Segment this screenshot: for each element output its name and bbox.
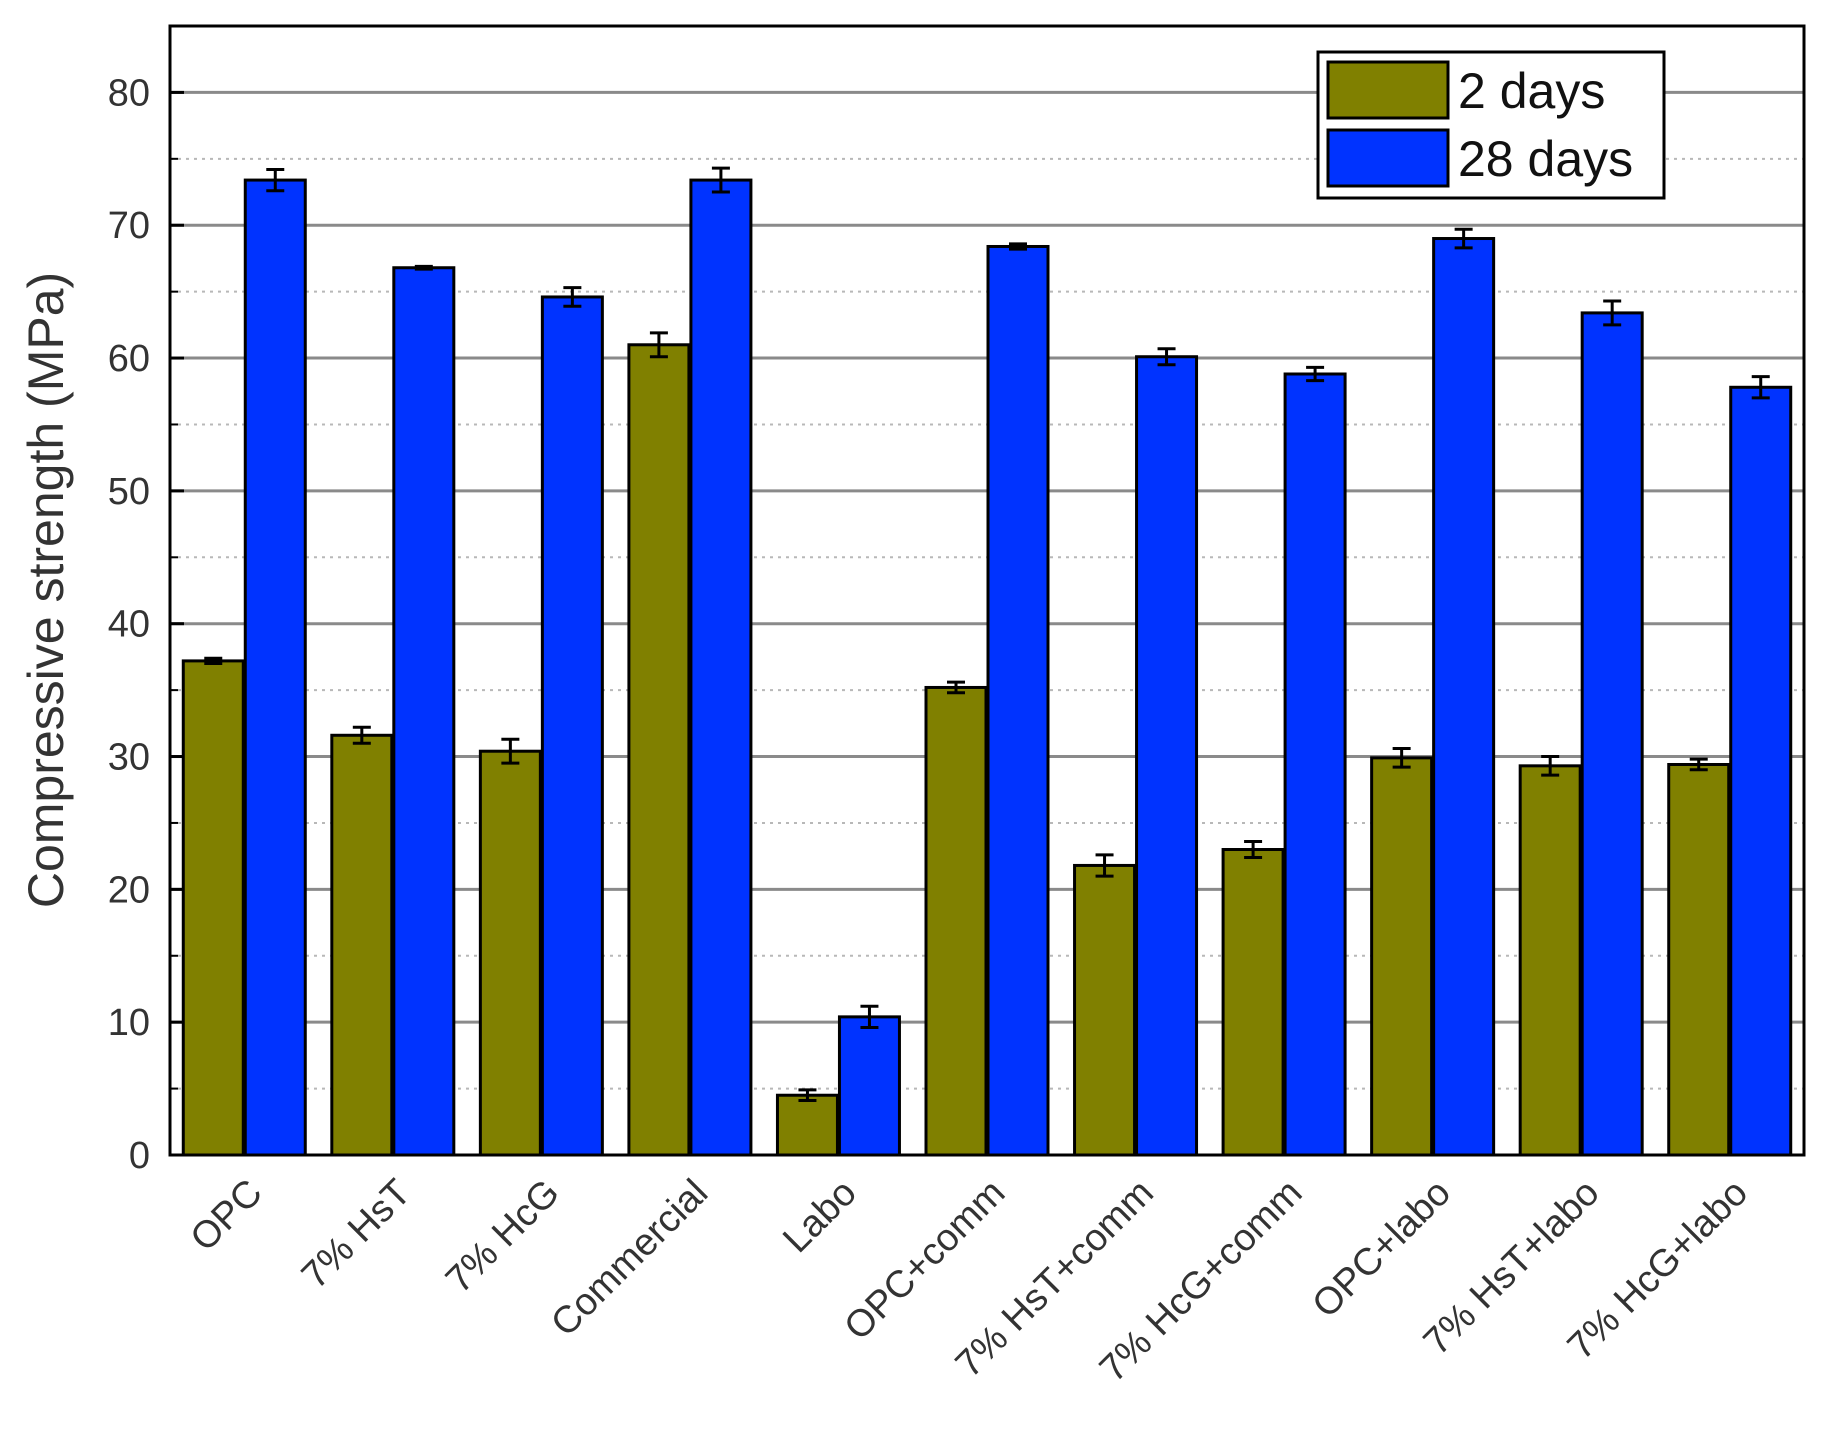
legend-swatch	[1326, 60, 1450, 120]
y-tick-label: 50	[108, 471, 150, 513]
bar-28-days	[986, 244, 1050, 1157]
error-bars	[204, 166, 1770, 1103]
y-tick-label: 10	[108, 1002, 150, 1044]
y-tick-label: 70	[108, 205, 150, 247]
bar-2-days	[1073, 863, 1137, 1157]
bar-2-days	[924, 685, 988, 1157]
y-tick-label: 80	[108, 72, 150, 114]
legend-label: 2 days	[1458, 63, 1605, 119]
bar-28-days	[392, 266, 456, 1157]
bar-2-days	[1518, 764, 1582, 1157]
legend-label: 28 days	[1458, 131, 1633, 187]
bar-28-days	[1432, 237, 1496, 1157]
bar-2-days	[330, 733, 394, 1157]
legend: 2 days 28 days	[1316, 50, 1666, 200]
bar-28-days	[1729, 385, 1793, 1157]
y-tick-label: 30	[108, 737, 150, 779]
bar-2-days	[1370, 756, 1434, 1157]
bar-28-days	[1580, 311, 1644, 1157]
bar-28-days	[837, 1015, 901, 1157]
y-axis-label: Compressive strength (MPa)	[18, 272, 74, 908]
bar-28-days	[1283, 372, 1347, 1157]
y-axis: 0 10 20 30 40 50 60 70 80	[108, 72, 184, 1177]
y-tick-label: 0	[129, 1135, 150, 1177]
bar-2-days	[181, 659, 245, 1157]
y-tick-label: 40	[108, 604, 150, 646]
y-tick-label: 20	[108, 869, 150, 911]
legend-swatch	[1326, 128, 1450, 188]
bar-2-days	[627, 343, 691, 1157]
bar-28-days	[540, 295, 604, 1157]
bar-2-days	[1667, 762, 1731, 1157]
bar-2-days	[478, 749, 542, 1157]
y-tick-label: 60	[108, 338, 150, 380]
bar-28-days	[243, 178, 307, 1157]
bar-2-days	[775, 1093, 839, 1157]
bar-2-days	[1221, 848, 1285, 1157]
bar-28-days	[689, 178, 753, 1157]
bar-28-days	[1135, 355, 1199, 1157]
